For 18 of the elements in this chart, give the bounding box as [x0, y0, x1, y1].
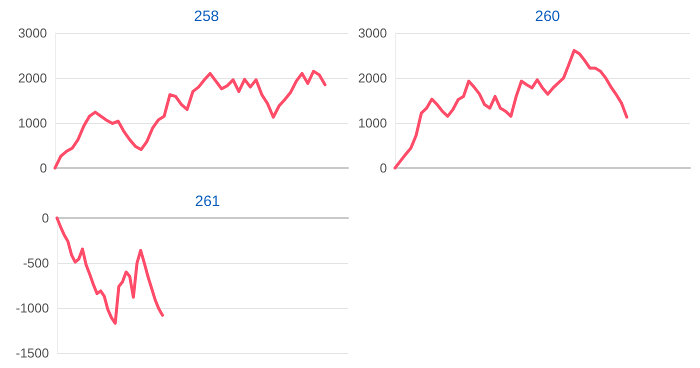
y-tick-label: 3000 — [18, 26, 47, 40]
chart-title: 261 — [194, 193, 220, 210]
y-tick-label: 0 — [42, 210, 49, 226]
y-tick-label: -1000 — [16, 300, 49, 316]
line-series — [54, 70, 327, 170]
chart-title: 260 — [534, 8, 560, 25]
y-tick-label: 3000 — [358, 26, 387, 40]
y-tick-label: 2000 — [358, 70, 387, 86]
y-tick-label: 2000 — [18, 70, 47, 86]
chart-title: 258 — [194, 8, 220, 25]
line-series — [56, 216, 164, 325]
y-tick-label: 0 — [380, 160, 387, 176]
line-series — [394, 49, 628, 170]
y-tick-label: -500 — [22, 256, 49, 270]
y-tick-label: 1000 — [358, 116, 387, 130]
y-tick-label: -1500 — [16, 346, 49, 360]
y-tick-label: 0 — [40, 160, 47, 176]
y-tick-label: 1000 — [18, 116, 47, 130]
